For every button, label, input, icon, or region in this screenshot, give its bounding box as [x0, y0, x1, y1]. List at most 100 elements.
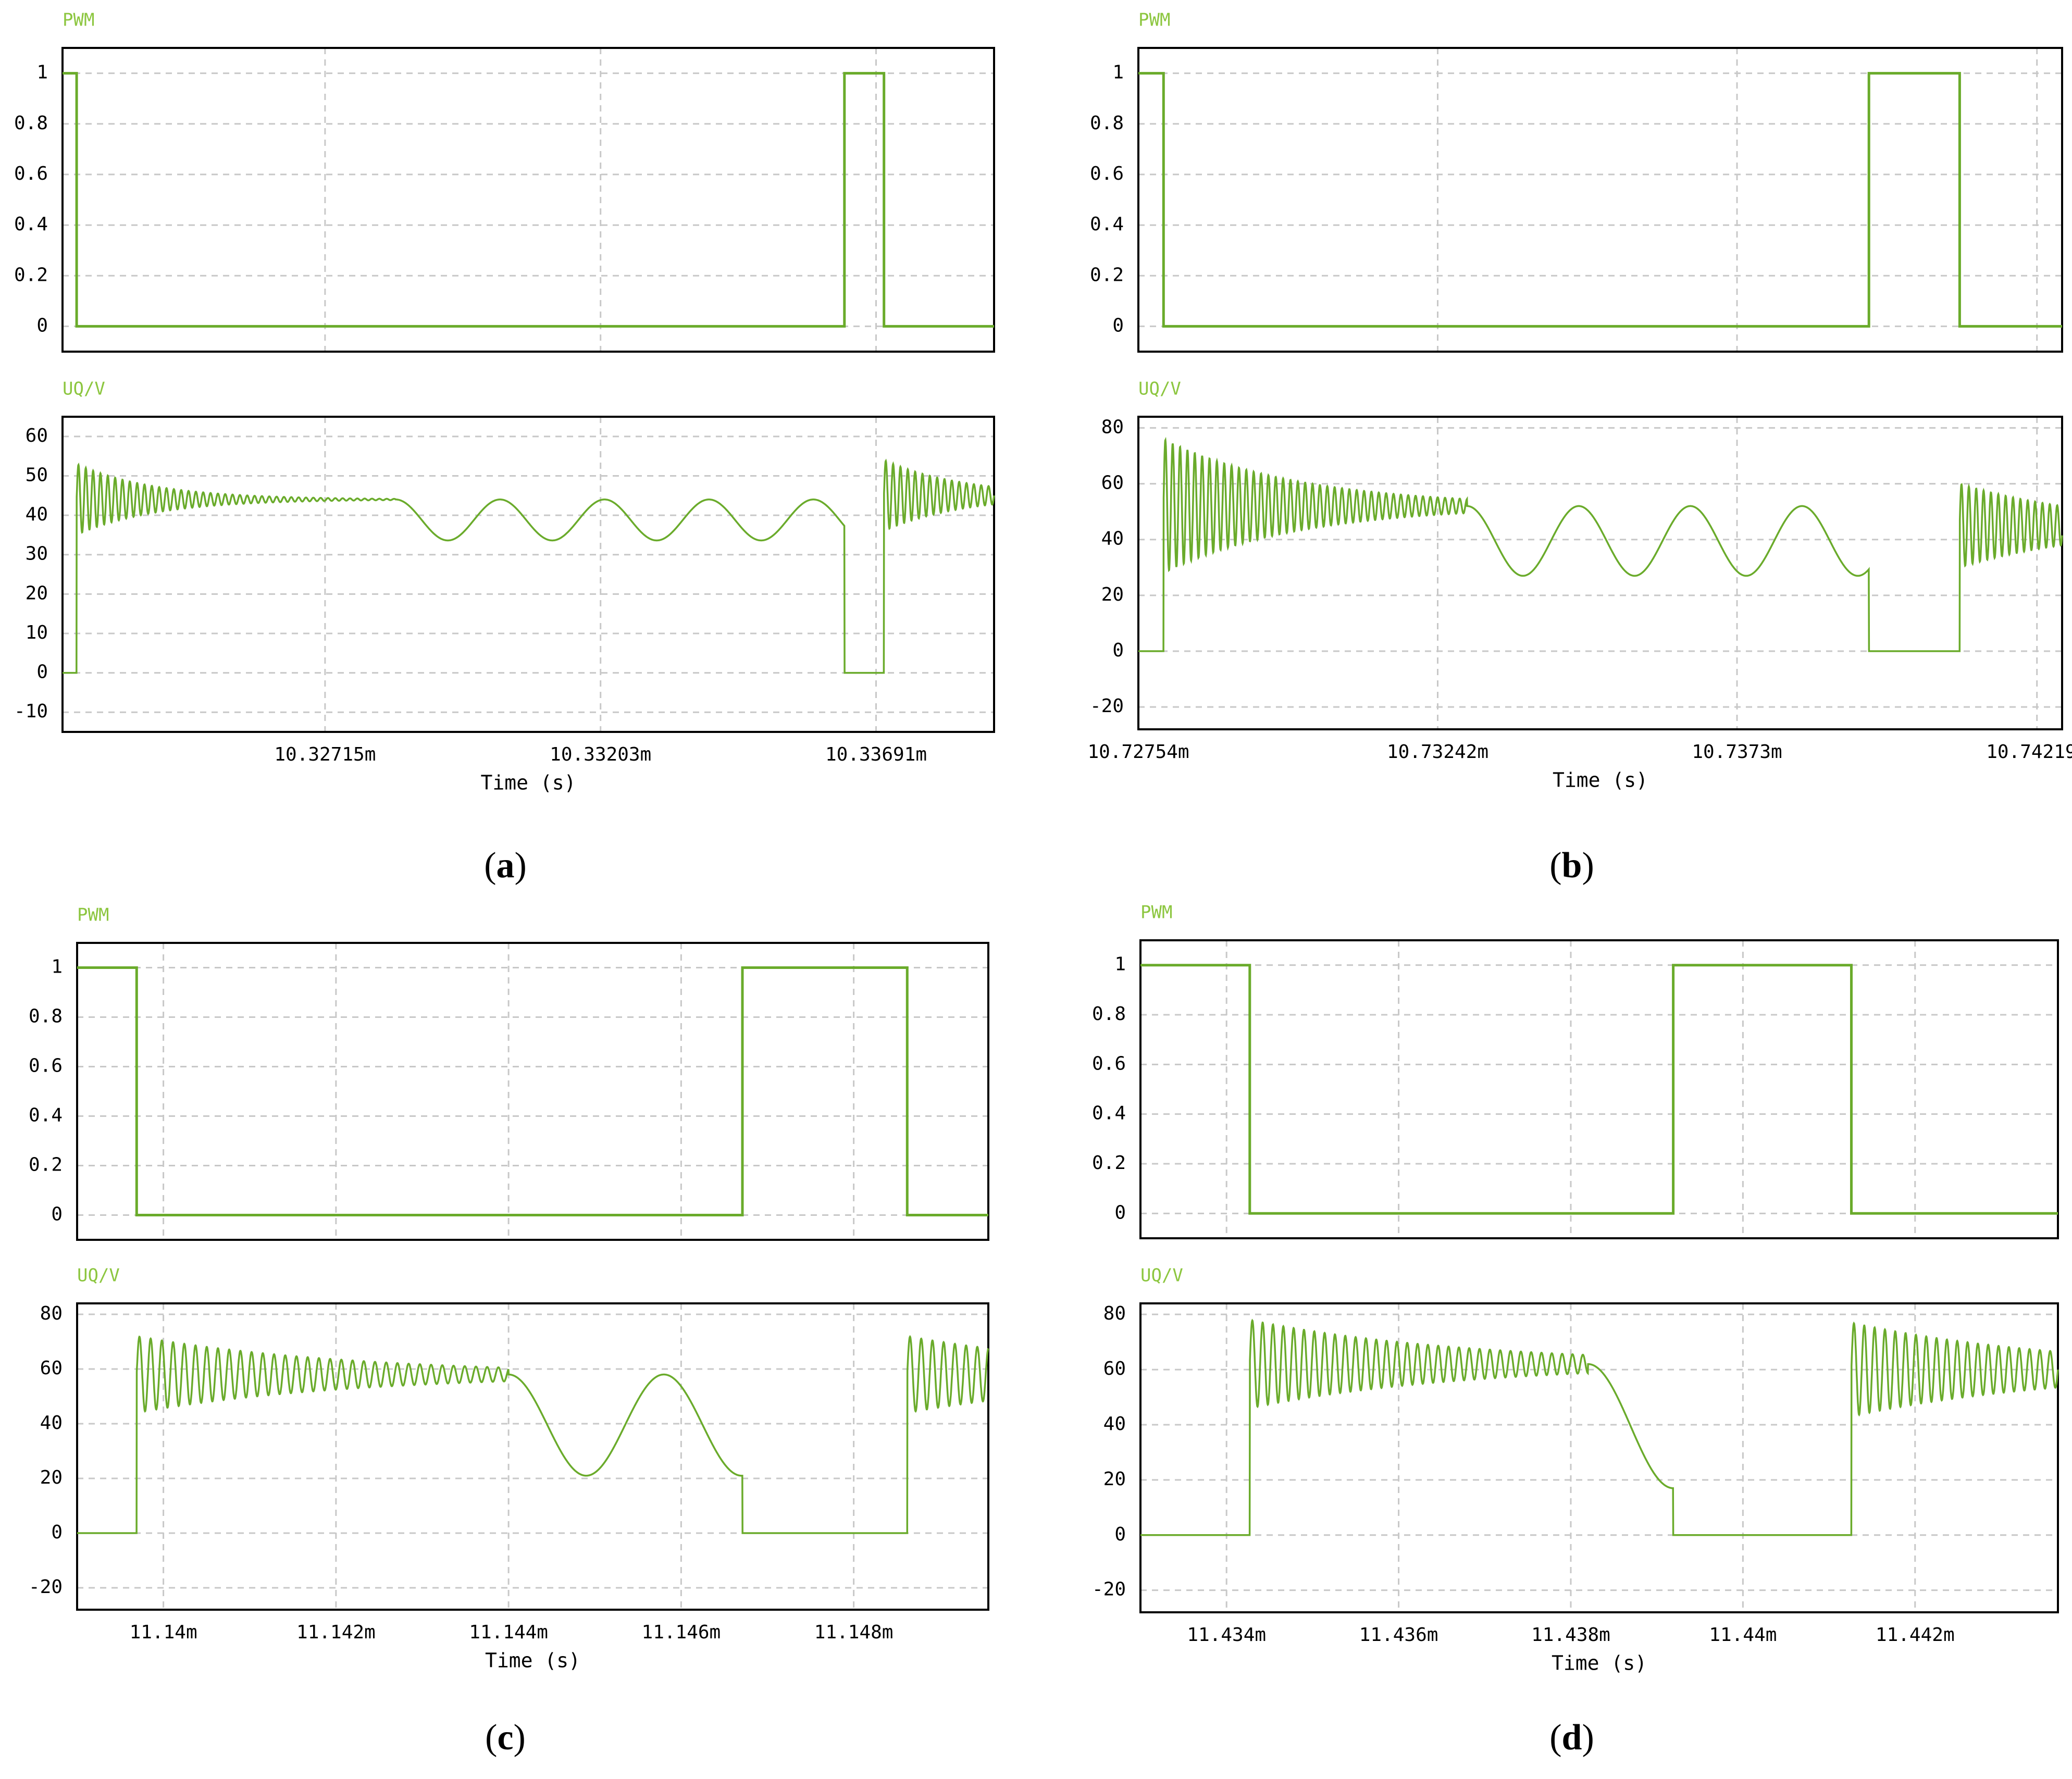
- x-tick-label: 10.32715m: [274, 744, 376, 765]
- y-tick-label: 0: [51, 1204, 63, 1225]
- y-tick-label: -20: [1092, 1579, 1126, 1600]
- subplot-uq: -20 0 20 40 60 80 UQ/V: [1090, 379, 2063, 730]
- y-tick-label: -20: [29, 1576, 63, 1598]
- y-tick-label: 20: [1103, 1469, 1126, 1490]
- uq-trace: [63, 458, 995, 674]
- y-tick-label: -10: [14, 701, 48, 722]
- y-tick-label: 0.6: [14, 163, 48, 184]
- panel-caption: (a): [484, 845, 527, 886]
- y-tick-label: 60: [1103, 1358, 1126, 1379]
- y-tick-label: 0.6: [29, 1055, 63, 1077]
- pwm-trace: [1140, 964, 2058, 1215]
- subplot-uq: -20 0 20 40 60 80 UQ/V: [1092, 1265, 2059, 1613]
- x-tick-label: 10.72754m: [1087, 741, 1189, 763]
- plot-frame: [1137, 47, 2063, 353]
- pwm-trace: [63, 72, 994, 328]
- y-tick-label: 1: [1112, 62, 1124, 83]
- x-tick-label: 10.33203m: [550, 744, 651, 765]
- subplot-title: PWM: [77, 905, 109, 926]
- plot-frame: [1139, 1302, 2059, 1613]
- panel-d: 0 0.2 0.4 0.6 0.8 1 PWM -20 0 20 40 60 80 UQ/V 11.434m…: [1092, 902, 2059, 1758]
- x-tick-label: 11.434m: [1187, 1624, 1266, 1646]
- x-axis-label: Time (s): [1553, 769, 1648, 792]
- y-tick-label: 0.4: [29, 1105, 63, 1126]
- panel-caption: (d): [1549, 1718, 1594, 1758]
- subplot-title: PWM: [1138, 10, 1170, 31]
- y-tick-label: 0.4: [1090, 214, 1124, 235]
- y-tick-label: 1: [36, 62, 48, 83]
- y-tick-label: 1: [1114, 954, 1126, 975]
- subplot-pwm: 0 0.2 0.4 0.6 0.8 1 PWM: [1092, 902, 2059, 1239]
- y-tick-label: 0.8: [29, 1006, 63, 1027]
- y-tick-label: 0.2: [1092, 1152, 1126, 1174]
- subplot-title: PWM: [63, 10, 94, 31]
- x-tick-label: 10.73242m: [1387, 741, 1488, 763]
- subplot-uq: -10 0 10 20 30 40 50 60 UQ/V: [14, 379, 995, 733]
- y-tick-label: 60: [1101, 472, 1124, 494]
- y-tick-label: 0.2: [14, 264, 48, 285]
- plot-frame: [76, 1302, 989, 1611]
- y-tick-label: 20: [40, 1467, 63, 1488]
- panel-c: 0 0.2 0.4 0.6 0.8 1 PWM -20 0 20 40 60 80 UQ/V 11.14m 1…: [29, 905, 989, 1758]
- x-tick-label: 11.442m: [1876, 1624, 1955, 1646]
- x-tick-label: 11.44m: [1709, 1624, 1777, 1646]
- plot-frame: [1137, 416, 2063, 730]
- subplot-title: UQ/V: [63, 379, 105, 400]
- subplot-title: UQ/V: [1140, 1265, 1183, 1286]
- x-tick-label: 11.148m: [814, 1622, 894, 1643]
- panel-b: 0 0.2 0.4 0.6 0.8 1 PWM -20 0 20 40 60 80 UQ/V 10.7275…: [1087, 10, 2072, 886]
- x-tick-label: 10.74219m: [1986, 741, 2072, 763]
- subplot-title: UQ/V: [1138, 379, 1181, 400]
- y-tick-label: 60: [26, 425, 48, 446]
- y-tick-label: 40: [26, 504, 48, 525]
- subplot-title: PWM: [1140, 902, 1172, 923]
- x-tick-label: 11.436m: [1359, 1624, 1438, 1646]
- y-tick-label: 0.6: [1090, 163, 1124, 184]
- panel-a: 0 0.2 0.4 0.6 0.8 1 PWM -10 0 10 20 30 40 50 60 UQ/V 10.…: [14, 10, 995, 886]
- y-tick-label: 60: [40, 1358, 63, 1379]
- uq-trace: [1140, 1318, 2059, 1536]
- x-axis-label: Time (s): [1552, 1652, 1647, 1675]
- x-axis-label: Time (s): [480, 772, 576, 794]
- x-tick-label: 10.7373m: [1692, 741, 1782, 763]
- y-tick-label: 0: [51, 1522, 63, 1543]
- x-tick-label: 11.146m: [642, 1622, 721, 1643]
- y-tick-label: 0.4: [14, 214, 48, 235]
- y-tick-label: -20: [1090, 695, 1124, 717]
- plot-frame: [61, 416, 995, 733]
- uq-trace: [77, 1335, 989, 1534]
- y-tick-label: 80: [1101, 416, 1124, 438]
- y-tick-label: 0: [1112, 640, 1124, 661]
- x-tick-label: 11.14m: [130, 1622, 197, 1643]
- y-tick-label: 20: [26, 582, 48, 604]
- y-tick-label: 0: [36, 315, 48, 336]
- y-tick-label: 0.8: [14, 113, 48, 134]
- y-tick-label: 20: [1101, 584, 1124, 605]
- panel-caption: (c): [485, 1718, 526, 1758]
- y-tick-label: 0.4: [1092, 1103, 1126, 1124]
- pwm-trace: [77, 966, 988, 1216]
- y-tick-label: 80: [40, 1303, 63, 1324]
- y-tick-label: 80: [1103, 1303, 1126, 1324]
- plot-frame: [1139, 939, 2059, 1239]
- y-tick-label: 0.2: [1090, 264, 1124, 285]
- x-tick-label: 11.142m: [296, 1622, 376, 1643]
- x-tick-label: 11.438m: [1531, 1624, 1610, 1646]
- plot-frame: [76, 942, 989, 1241]
- panel-caption: (b): [1549, 845, 1594, 886]
- plot-frame: [61, 47, 995, 353]
- y-tick-label: 0.8: [1092, 1003, 1126, 1025]
- x-tick-label: 10.33691m: [825, 744, 927, 765]
- y-tick-label: 30: [26, 543, 48, 565]
- x-tick-label: 11.144m: [469, 1622, 548, 1643]
- y-tick-label: 0.2: [29, 1154, 63, 1176]
- subplot-uq: -20 0 20 40 60 80 UQ/V: [29, 1265, 989, 1611]
- subplot-pwm: 0 0.2 0.4 0.6 0.8 1 PWM: [1090, 10, 2063, 353]
- pwm-trace: [1138, 72, 2062, 328]
- y-tick-label: 0: [1114, 1202, 1126, 1223]
- y-tick-label: 40: [40, 1412, 63, 1434]
- y-tick-label: 40: [1103, 1413, 1126, 1435]
- y-tick-label: 0: [1114, 1524, 1126, 1545]
- y-tick-label: 0.6: [1092, 1053, 1126, 1074]
